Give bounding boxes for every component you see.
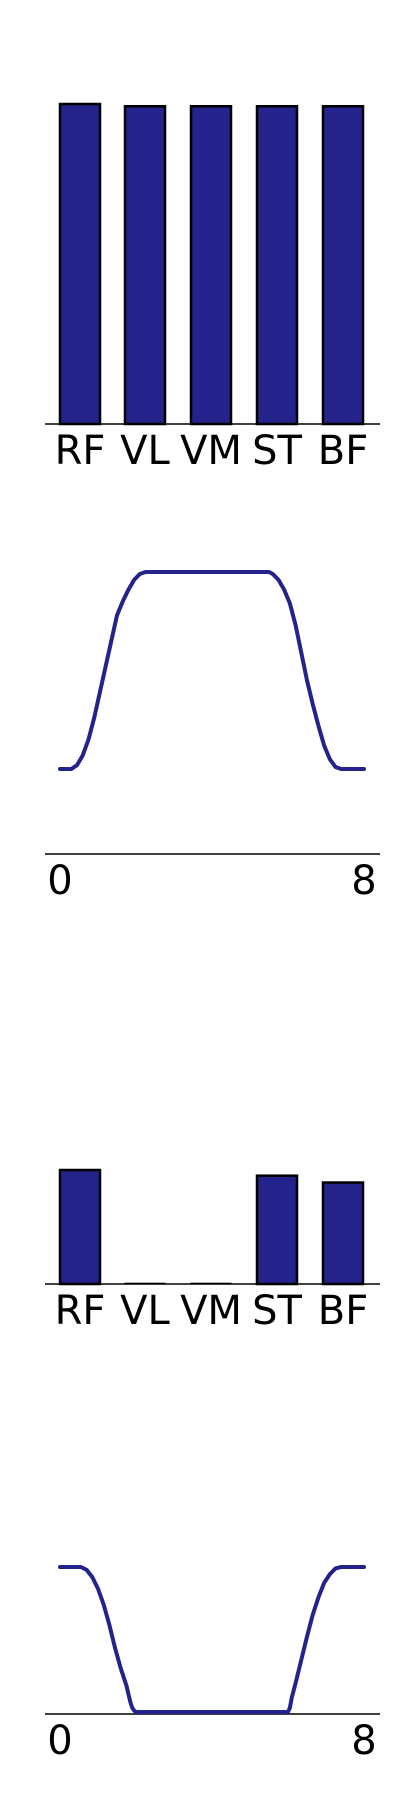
- bar-chart-bottom-bar-vm: [190, 1282, 232, 1285]
- bar-chart-bottom-bar-st: [255, 1174, 299, 1286]
- bar-chart-top-bars: [58, 102, 365, 426]
- line-chart-lower: 0 8: [45, 1565, 380, 1764]
- bar-chart-top-xtick-vm: VM: [180, 428, 242, 474]
- bar-chart-bottom-bar-rf: [58, 1168, 102, 1286]
- bar-chart-bottom-xtick-vl: VL: [120, 1288, 170, 1334]
- bar-chart-top-bar-st: [255, 104, 299, 426]
- bar-chart-bottom-xtick-bf: BF: [318, 1288, 368, 1334]
- bar-chart-top-bar-vl: [123, 104, 167, 426]
- bar-chart-bottom: RF VL VM ST BF: [45, 1168, 380, 1334]
- bar-chart-bottom-xtick-rf: RF: [55, 1288, 106, 1334]
- bar-chart-bottom-bar-bf: [321, 1181, 365, 1286]
- line-chart-upper-xtick-end: 8: [351, 858, 376, 904]
- bar-chart-top-tick-labels: RF VL VM ST BF: [55, 428, 369, 474]
- bar-chart-top-bar-rf: [58, 102, 102, 426]
- bar-chart-top-xtick-vl: VL: [120, 428, 170, 474]
- line-chart-lower-xtick-start: 0: [47, 1718, 72, 1764]
- bar-chart-top-xtick-st: ST: [252, 428, 302, 474]
- bar-chart-bottom-tick-labels: RF VL VM ST BF: [55, 1288, 369, 1334]
- bar-chart-top-xtick-bf: BF: [318, 428, 368, 474]
- bar-chart-top-xtick-rf: RF: [55, 428, 106, 474]
- line-chart-upper-series-line: [58, 570, 366, 771]
- line-chart-upper: 0 8: [45, 570, 380, 904]
- bar-chart-bottom-bar-vl: [124, 1282, 166, 1285]
- line-chart-lower-series-line: [58, 1565, 366, 1714]
- bar-chart-top-bar-bf: [321, 104, 365, 426]
- bar-chart-bottom-bars: [58, 1168, 365, 1286]
- bar-chart-top-bar-vm: [189, 104, 233, 426]
- bar-chart-top: RF VL VM ST BF: [45, 102, 380, 474]
- bar-chart-bottom-xtick-vm: VM: [180, 1288, 242, 1334]
- line-chart-lower-xtick-end: 8: [351, 1718, 376, 1764]
- line-chart-upper-xtick-start: 0: [47, 858, 72, 904]
- bar-chart-bottom-xtick-st: ST: [252, 1288, 302, 1334]
